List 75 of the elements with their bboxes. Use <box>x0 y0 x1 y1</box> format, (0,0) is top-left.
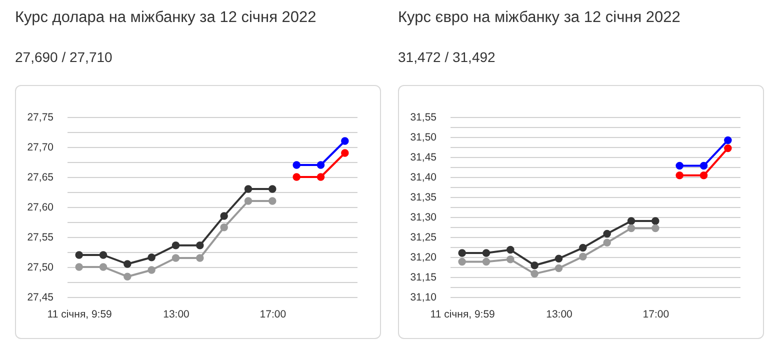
x-tick-label: 17:00 <box>260 308 286 320</box>
y-tick-label: 27,55 <box>27 232 54 244</box>
point <box>244 185 252 193</box>
y-tick-label: 27,50 <box>27 262 54 274</box>
point <box>627 224 636 232</box>
point <box>506 246 514 254</box>
chart-subtitle: 31,472 / 31,492 <box>398 49 496 67</box>
point <box>530 270 538 278</box>
point <box>700 172 708 180</box>
point <box>148 266 156 274</box>
x-tick-label: 11 січня, 9:59 <box>430 308 496 320</box>
point <box>196 242 204 250</box>
point <box>627 217 636 225</box>
y-tick-label: 27,45 <box>27 292 54 304</box>
point <box>220 224 228 232</box>
point <box>99 251 108 259</box>
point <box>148 254 156 262</box>
point <box>268 185 276 193</box>
point <box>482 249 490 257</box>
y-tick-label: 31,50 <box>410 132 437 144</box>
chart-subtitle: 27,690 / 27,710 <box>15 49 114 67</box>
point <box>603 230 611 238</box>
y-tick-label: 31,10 <box>410 292 437 304</box>
x-tick-label: 13:00 <box>546 308 573 320</box>
y-tick-label: 27,65 <box>27 172 54 184</box>
point <box>341 137 349 145</box>
point <box>124 260 132 268</box>
y-tick-label: 31,20 <box>410 252 437 264</box>
point <box>292 173 300 181</box>
point <box>579 252 587 260</box>
x-tick-label: 11 січня, 9:59 <box>47 308 112 320</box>
point <box>316 173 325 181</box>
y-tick-label: 27,60 <box>27 202 54 214</box>
point <box>196 254 204 262</box>
point <box>482 258 490 266</box>
point <box>172 254 180 262</box>
point <box>244 197 252 205</box>
point <box>676 162 684 170</box>
point <box>530 262 538 270</box>
y-tick-label: 31,30 <box>410 212 437 224</box>
point <box>124 272 132 280</box>
point <box>554 254 563 262</box>
point <box>458 258 466 266</box>
point <box>458 249 466 257</box>
point <box>172 242 180 250</box>
point <box>676 172 684 180</box>
point <box>316 161 325 169</box>
point <box>724 136 732 144</box>
point <box>75 251 83 259</box>
chart-title: Курс долара на міжбанку за 12 січня 2022 <box>15 9 318 28</box>
point <box>99 263 108 271</box>
point <box>579 244 587 252</box>
y-tick-label: 31,45 <box>410 152 437 164</box>
y-tick-label: 27,75 <box>27 112 54 124</box>
x-tick-label: 17:00 <box>642 308 670 320</box>
point <box>341 149 349 157</box>
y-tick-label: 31,15 <box>410 272 437 284</box>
point <box>724 144 732 152</box>
point <box>603 238 611 246</box>
point <box>700 162 708 170</box>
point <box>292 161 300 169</box>
y-tick-label: 31,55 <box>410 112 437 124</box>
point <box>220 212 228 220</box>
chart-title: Курс євро на міжбанку за 12 січня 2022 <box>398 9 682 28</box>
point <box>652 224 660 232</box>
point <box>268 197 276 205</box>
point <box>75 263 83 271</box>
y-tick-label: 31,25 <box>410 232 437 244</box>
x-tick-label: 13:00 <box>163 308 190 320</box>
point <box>652 217 660 225</box>
y-tick-label: 27,70 <box>27 142 54 154</box>
point <box>554 264 563 272</box>
point <box>506 256 514 264</box>
y-tick-label: 31,40 <box>410 172 437 184</box>
y-tick-label: 31,35 <box>410 192 437 204</box>
